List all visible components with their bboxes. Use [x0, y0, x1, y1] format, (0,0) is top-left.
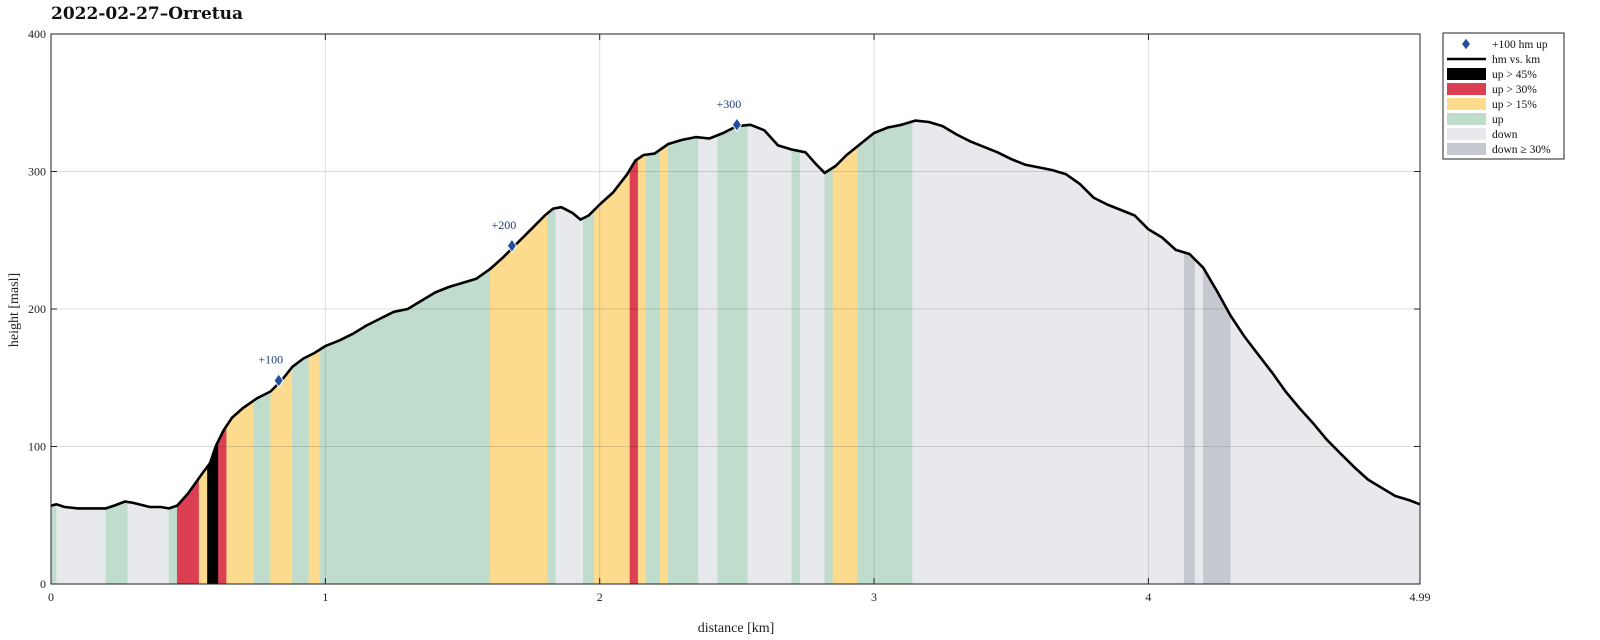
segment-up: [50, 504, 57, 585]
legend-swatch-down30: [1447, 143, 1486, 155]
segment-up: [668, 136, 699, 585]
hm-marker-label: +200: [492, 218, 517, 232]
hm-marker: [506, 238, 518, 254]
x-tick-label: 0: [48, 590, 54, 604]
segment-up15: [489, 212, 548, 585]
segment-up: [319, 268, 491, 585]
x-tick-label: 4.99: [1410, 590, 1431, 604]
segment-up15: [832, 145, 858, 585]
hm-marker: [273, 373, 284, 388]
segment-up15: [226, 399, 255, 585]
legend: +100 hm up hm vs. km up > 45% up > 30% up > …: [1442, 32, 1565, 160]
legend-swatch-marker: [1460, 37, 1472, 51]
x-axis-label: distance [km]: [698, 621, 775, 636]
axes: 0 1 2 3 4 4.99 0 100 200 300 400: [28, 27, 1431, 604]
segment-down30: [1183, 252, 1196, 585]
segment-up: [717, 124, 748, 585]
hm-marker: [731, 117, 743, 133]
segment-up15: [270, 366, 293, 585]
segment-up: [292, 355, 310, 585]
segment-down: [747, 124, 792, 585]
segment-down: [799, 150, 825, 585]
segment-down: [1194, 259, 1204, 585]
legend-label: up > 30%: [1492, 84, 1537, 96]
segment-up15: [198, 466, 208, 585]
y-tick-label: 200: [28, 302, 46, 316]
legend-swatch-up30: [1447, 83, 1486, 95]
segment-up: [791, 149, 801, 585]
segment-up30: [629, 158, 639, 585]
x-tick-label: 1: [322, 590, 328, 604]
x-tick-label: 2: [597, 590, 603, 604]
segment-down: [912, 120, 1185, 585]
legend-swatch-down: [1447, 128, 1486, 140]
slope-segments: [50, 120, 1421, 585]
segment-up15: [659, 143, 669, 585]
segment-down: [127, 501, 170, 585]
profile-line: [50, 119, 1421, 510]
legend-swatch-up15: [1447, 98, 1486, 110]
segment-up: [547, 207, 556, 585]
legend-swatch-up45: [1447, 68, 1486, 80]
y-tick-label: 100: [28, 440, 46, 454]
hm-marker-label: +100: [258, 353, 283, 367]
legend-swatch-up: [1447, 113, 1486, 125]
segment-up: [583, 209, 595, 585]
y-tick-label: 400: [28, 27, 46, 41]
legend-label: up > 45%: [1492, 69, 1537, 81]
segment-down: [698, 134, 718, 585]
chart-title: 2022-02-27–Orretua: [51, 4, 243, 24]
segment-down: [555, 206, 584, 585]
x-tick-label: 4: [1145, 590, 1151, 604]
segment-up: [253, 391, 271, 585]
segment-up: [168, 505, 178, 585]
segment-up: [857, 121, 913, 585]
x-tick-label: 3: [871, 590, 877, 604]
profile-line-group: [50, 119, 1421, 510]
segment-up30: [218, 425, 227, 585]
legend-label: down ≥ 30%: [1492, 144, 1551, 156]
y-tick-label: 0: [40, 577, 46, 591]
segment-up15: [308, 349, 321, 585]
legend-label: up > 15%: [1492, 99, 1537, 111]
legend-label: up: [1492, 114, 1504, 126]
segment-down: [56, 504, 107, 585]
hm-marker-label: +300: [716, 97, 741, 111]
grid-lines: [51, 34, 1420, 584]
y-axis-label: height [masl]: [7, 273, 22, 347]
y-tick-label: 300: [28, 165, 46, 179]
legend-label: hm vs. km: [1492, 54, 1540, 66]
hm-markers: +100 +200 +300: [258, 97, 743, 388]
segment-up: [105, 501, 128, 585]
segment-down30: [1203, 267, 1231, 585]
segment-up15: [637, 154, 647, 585]
segment-up: [646, 149, 661, 585]
legend-label: down: [1492, 129, 1518, 141]
legend-label: +100 hm up: [1492, 39, 1548, 51]
segment-up: [824, 167, 834, 585]
